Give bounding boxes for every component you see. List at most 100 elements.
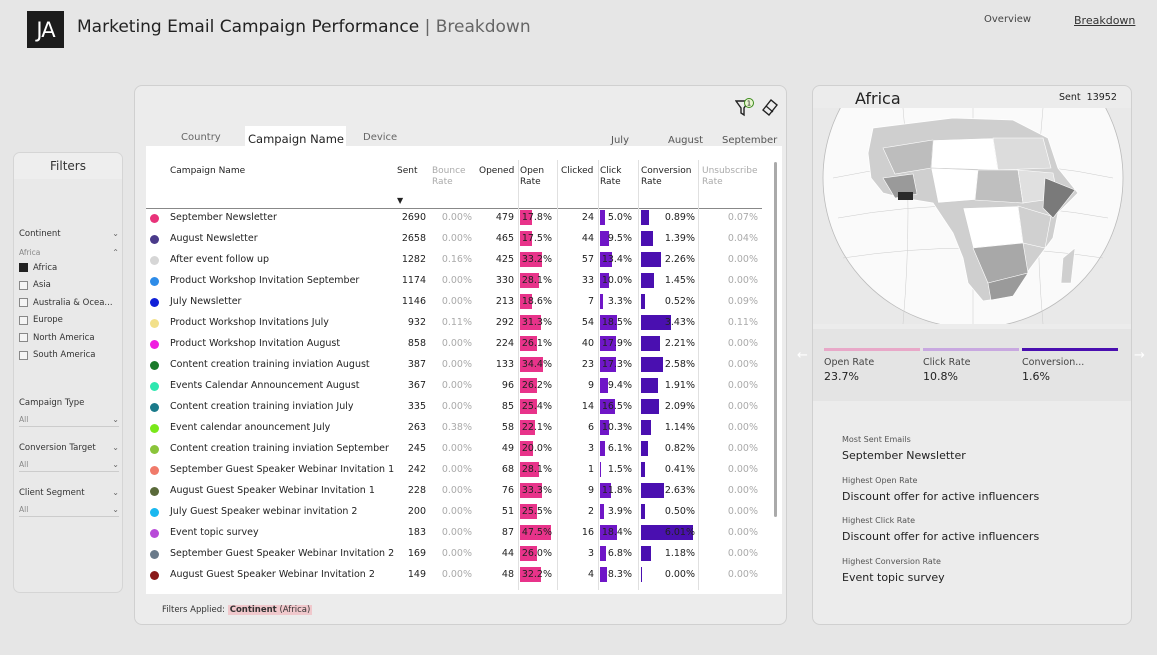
table-row[interactable]: August Newsletter 2658 0.00% 465 17.5% 44 9.5%…	[146, 229, 762, 250]
header-unsubscribe-rate[interactable]: Unsubscribe Rate	[702, 166, 758, 187]
campaign-name-cell[interactable]: July Guest Speaker webinar invitation 2	[170, 506, 358, 517]
click-rate-cell: 1.5%	[607, 464, 632, 475]
filter-icon[interactable]: 1	[735, 98, 755, 118]
tab-country[interactable]: Country	[181, 132, 221, 143]
table-row[interactable]: Product Workshop Invitation September 117…	[146, 271, 762, 292]
table-row[interactable]: September Guest Speaker Webinar Invitati…	[146, 460, 762, 481]
previous-arrow-icon[interactable]: ←	[797, 348, 808, 363]
eraser-icon[interactable]	[760, 97, 780, 117]
campaign-name-cell[interactable]: Product Workshop Invitation September	[170, 275, 360, 286]
conversion-target-filter[interactable]: Conversion Target ⌄ All ⌄	[19, 443, 119, 472]
unsubscribe-rate-cell: 0.00%	[727, 485, 758, 496]
highlight-value: Event topic survey	[842, 570, 945, 584]
tab-campaign-name[interactable]: Campaign Name	[245, 126, 346, 152]
header-clicked[interactable]: Clicked	[561, 166, 594, 176]
conversion-rate-cell: 1.39%	[664, 233, 695, 244]
clicked-cell: 24	[581, 212, 594, 223]
header-conversion-rate[interactable]: Conversion Rate	[641, 166, 692, 187]
table-row[interactable]: Events Calendar Announcement August 367 0.…	[146, 376, 762, 397]
sort-desc-icon[interactable]: ▼	[397, 196, 404, 205]
conversion-rate-bar	[641, 231, 654, 246]
table-row[interactable]: July Guest Speaker webinar invitation 2 2…	[146, 502, 762, 523]
checkbox[interactable]	[19, 333, 28, 343]
header-campaign-name[interactable]: Campaign Name	[170, 166, 246, 176]
checkbox[interactable]	[19, 280, 28, 290]
campaign-name-cell[interactable]: Content creation training inviation July	[170, 401, 354, 412]
table-row[interactable]: Product Workshop Invitations July 932 0.11…	[146, 313, 762, 334]
open-rate-cell: 26.0%	[521, 548, 552, 559]
continent-options: Africa Asia Australia & Ocea... Europe North…	[19, 259, 119, 364]
series-color-dot	[150, 277, 159, 286]
client-segment-filter[interactable]: Client Segment ⌄ All ⌄	[19, 488, 119, 517]
continent-option[interactable]: South America	[19, 347, 119, 365]
table-row[interactable]: Event topic survey 183 0.00% 87 47.5% 16 18.4%…	[146, 523, 762, 544]
series-color-dot	[150, 550, 159, 559]
table-row[interactable]: Content creation training inviation Augu…	[146, 355, 762, 376]
header-opened[interactable]: Opened	[479, 166, 515, 176]
chevron-down-icon[interactable]: ⌄	[112, 229, 119, 238]
conversion-rate-bar	[641, 483, 664, 498]
unsubscribe-rate-cell: 0.00%	[727, 443, 758, 454]
highlight-value: September Newsletter	[842, 449, 966, 462]
campaign-name-cell[interactable]: August Guest Speaker Webinar Invitation …	[170, 569, 375, 580]
next-arrow-icon[interactable]: →	[1134, 348, 1145, 363]
tab-device[interactable]: Device	[363, 132, 398, 143]
column-divider	[557, 160, 558, 590]
campaign-name-cell[interactable]: Content creation training inviation Sept…	[170, 443, 389, 454]
table-row[interactable]: Content creation training inviation July…	[146, 397, 762, 418]
continent-option[interactable]: Asia	[19, 277, 119, 295]
clicked-cell: 3	[587, 548, 594, 559]
series-color-dot	[150, 256, 159, 265]
header-sent[interactable]: Sent	[397, 166, 418, 176]
client-segment-value: All	[19, 505, 29, 514]
campaign-name-cell[interactable]: Product Workshop Invitations July	[170, 317, 329, 328]
table-row[interactable]: September Guest Speaker Webinar Invitati…	[146, 544, 762, 565]
checkbox[interactable]	[19, 263, 28, 273]
table-row[interactable]: Content creation training inviation Sept…	[146, 439, 762, 460]
header-open-rate[interactable]: Open Rate	[520, 166, 545, 187]
campaign-name-cell[interactable]: Product Workshop Invitation August	[170, 338, 341, 349]
campaign-name-cell[interactable]: August Guest Speaker Webinar Invitation …	[170, 485, 375, 496]
table-row[interactable]: July Newsletter 1146 0.00% 213 18.6% 7 3.3% 0.5…	[146, 292, 762, 313]
campaign-name-cell[interactable]: After event follow up	[170, 254, 269, 265]
campaign-name-cell[interactable]: September Guest Speaker Webinar Invitati…	[170, 464, 395, 475]
globe-map[interactable]	[813, 86, 1132, 329]
continent-option[interactable]: North America	[19, 329, 119, 347]
checkbox[interactable]	[19, 315, 28, 325]
chevron-up-icon[interactable]: ⌃	[112, 248, 119, 257]
continent-option[interactable]: Africa	[19, 259, 119, 277]
month-august-button[interactable]: August	[668, 135, 703, 146]
month-july-button[interactable]: July	[611, 135, 629, 146]
campaign-name-cell[interactable]: Content creation training inviation Augu…	[170, 359, 370, 370]
campaign-type-filter[interactable]: Campaign Type All ⌄	[19, 398, 119, 427]
checkbox[interactable]	[19, 298, 28, 308]
checkbox[interactable]	[19, 350, 28, 360]
region-map[interactable]	[813, 86, 1132, 329]
table-scrollbar[interactable]	[774, 162, 777, 517]
campaign-name-cell[interactable]: September Newsletter	[170, 212, 277, 223]
continent-option[interactable]: Australia & Ocea...	[19, 294, 119, 312]
campaign-name-cell[interactable]: Event topic survey	[170, 527, 259, 538]
table-row[interactable]: After event follow up 1282 0.16% 425 33.2% 57…	[146, 250, 762, 271]
sent-cell: 2658	[401, 233, 426, 244]
opened-cell: 224	[495, 338, 514, 349]
clicked-cell: 1	[587, 464, 594, 475]
continent-option[interactable]: Europe	[19, 312, 119, 330]
header-click-rate[interactable]: Click Rate	[600, 166, 622, 187]
header-bounce-rate[interactable]: Bounce Rate	[432, 166, 466, 187]
campaign-name-cell[interactable]: Event calendar anouncement July	[170, 422, 331, 433]
table-row[interactable]: August Guest Speaker Webinar Invitation …	[146, 565, 762, 586]
month-september-button[interactable]: September	[722, 135, 778, 146]
campaign-name-cell[interactable]: September Guest Speaker Webinar Invitati…	[170, 548, 395, 559]
campaign-name-cell[interactable]: Events Calendar Announcement August	[170, 380, 360, 391]
table-background	[146, 146, 782, 594]
campaign-name-cell[interactable]: August Newsletter	[170, 233, 258, 244]
table-row[interactable]: September Newsletter 2690 0.00% 479 17.8% 24 5…	[146, 208, 762, 229]
campaign-name-cell[interactable]: July Newsletter	[170, 296, 242, 307]
nav-breakdown-link[interactable]: Breakdown	[1074, 14, 1136, 27]
nav-overview-link[interactable]: Overview	[984, 14, 1032, 25]
click-rate-bar	[600, 504, 604, 519]
table-row[interactable]: Product Workshop Invitation August 858 0.0…	[146, 334, 762, 355]
table-row[interactable]: August Guest Speaker Webinar Invitation …	[146, 481, 762, 502]
table-row[interactable]: Event calendar anouncement July 263 0.38% 5…	[146, 418, 762, 439]
